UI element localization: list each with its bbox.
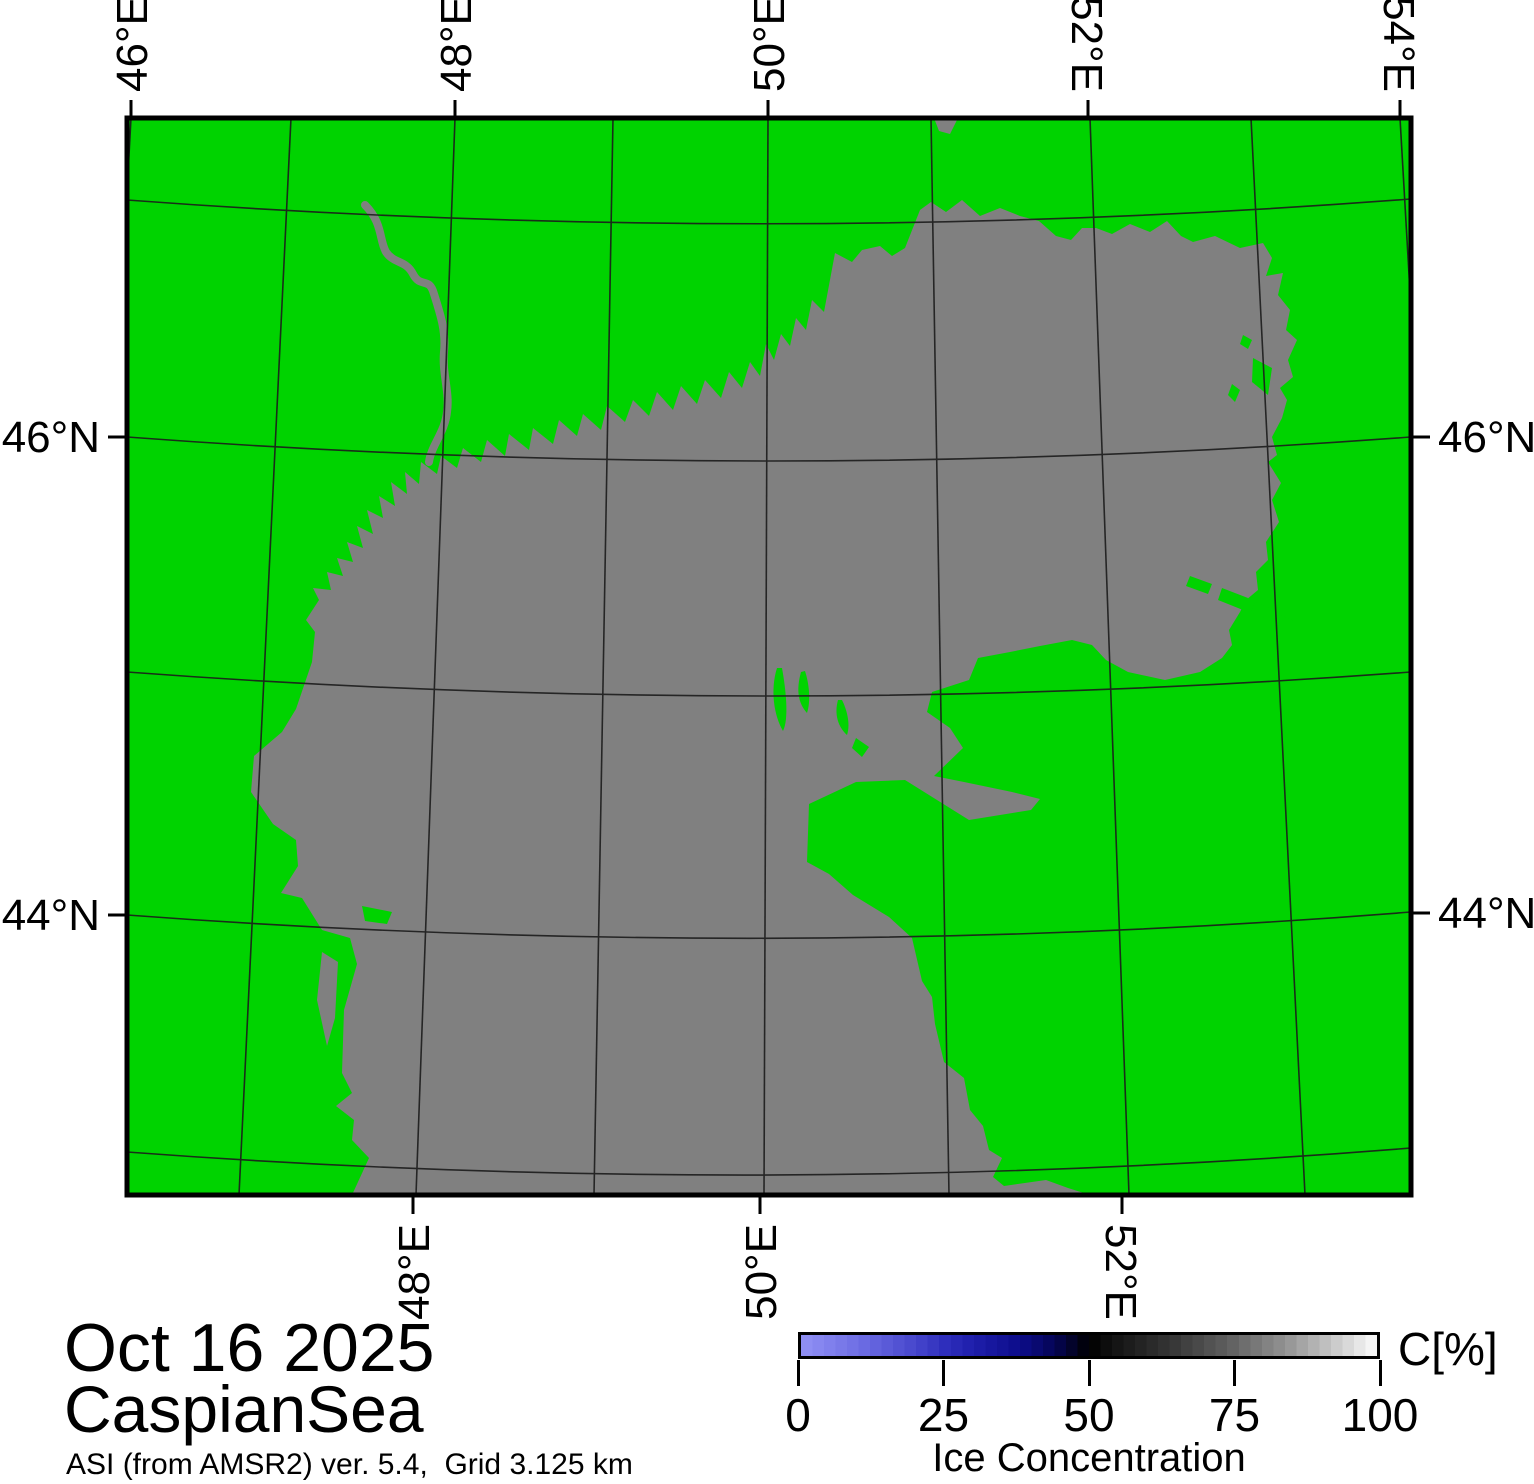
- parallel-line: [127, 911, 1411, 940]
- axis-label: 50°E: [737, 1224, 786, 1320]
- colorbar-unit-label: C[%]: [1398, 1323, 1498, 1375]
- meridian-line: [1250, 118, 1306, 1195]
- axis-label: 46°E: [108, 0, 157, 92]
- axis-label: 46°N: [2, 413, 100, 462]
- colorbar-tick: [1233, 1360, 1236, 1386]
- meridian-line: [930, 118, 950, 1195]
- axis-label: 48°E: [390, 1224, 439, 1320]
- sea-inlet: [934, 118, 958, 134]
- meridian-line: [1089, 118, 1130, 1195]
- colorbar-tick-label: 75: [1208, 1389, 1261, 1441]
- graticule: [127, 118, 1411, 1195]
- island: [1251, 602, 1276, 621]
- colorbar-tick: [1378, 1360, 1382, 1386]
- map-frame: [124, 115, 1414, 1198]
- axis-label: 54°E: [1374, 0, 1423, 92]
- axis-label: 44°N: [2, 891, 100, 940]
- parallel-line: [127, 198, 1411, 225]
- meridian-line: [593, 118, 614, 1195]
- parallel-line: [127, 671, 1411, 697]
- meridian-line: [238, 118, 292, 1195]
- colorbar-tick-label: 50: [1063, 1389, 1115, 1441]
- island: [773, 668, 787, 731]
- map-date-title: Oct 16 2025: [64, 1310, 435, 1386]
- island: [836, 700, 849, 735]
- island: [1240, 335, 1252, 349]
- meridian-line: [763, 118, 769, 1195]
- meridian-line: [415, 118, 456, 1195]
- island: [362, 906, 392, 924]
- axis-ticks: [108, 100, 1430, 1214]
- sea-patch: [317, 952, 338, 1046]
- colorbar-tick-label: 100: [1341, 1389, 1419, 1441]
- map-product-subtitle: ASI (from AMSR2) ver. 5.4, Grid 3.125 km: [66, 1448, 633, 1481]
- axis-label: 44°N: [1438, 889, 1534, 938]
- parallel-line: [127, 436, 1411, 462]
- colorbar-tick: [796, 1360, 800, 1386]
- island: [852, 738, 869, 757]
- axis-label: 50°E: [745, 0, 794, 92]
- colorbar-tick: [942, 1360, 945, 1386]
- island: [1228, 384, 1240, 402]
- volga-river: [361, 201, 452, 466]
- colorbar-title: Ice Concentration: [932, 1436, 1246, 1480]
- island: [798, 671, 810, 713]
- axis-label: 48°E: [432, 0, 481, 92]
- axis-label: 52°E: [1096, 1224, 1145, 1320]
- parallel-line: [127, 1147, 1411, 1176]
- colorbar-tick: [1087, 1360, 1091, 1386]
- colorbar-gradient: [798, 1332, 1380, 1359]
- island: [1277, 615, 1294, 630]
- axis-labels: 46°E 48°E 50°E 52°E 54°E 48°E 50°E 52°E 46°N 44°N…: [2, 0, 1534, 1320]
- axis-label: 46°N: [1438, 413, 1534, 462]
- colorbar-tick-label: 0: [785, 1389, 811, 1441]
- island: [1186, 576, 1212, 594]
- map-region-title: CaspianSea: [64, 1372, 424, 1446]
- axis-label: 52°E: [1062, 0, 1111, 92]
- colorbar-tick-label: 25: [917, 1389, 970, 1441]
- island: [1218, 588, 1248, 610]
- island: [1252, 358, 1272, 395]
